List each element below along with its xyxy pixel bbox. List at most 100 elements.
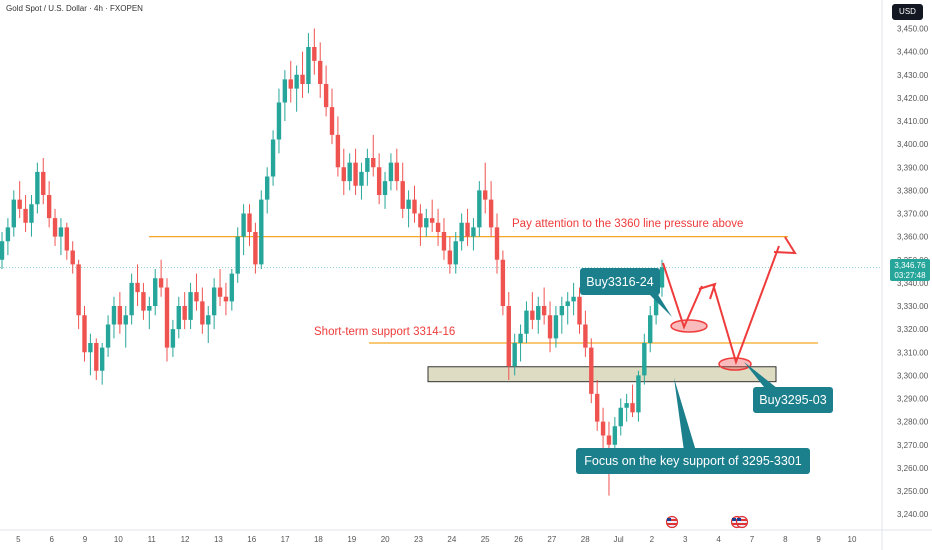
candle[interactable] xyxy=(341,148,346,195)
candle[interactable] xyxy=(247,204,252,246)
candle[interactable] xyxy=(70,241,75,274)
candle[interactable] xyxy=(376,153,382,205)
candle[interactable] xyxy=(429,199,435,232)
candle[interactable] xyxy=(241,204,246,256)
candle[interactable] xyxy=(465,208,470,246)
candle[interactable] xyxy=(518,324,523,362)
candle[interactable] xyxy=(164,278,170,362)
candle[interactable] xyxy=(306,33,311,94)
candle[interactable] xyxy=(99,343,105,385)
candle[interactable] xyxy=(541,287,547,325)
candle[interactable] xyxy=(624,393,629,422)
candle[interactable] xyxy=(253,222,258,274)
candle[interactable] xyxy=(630,384,635,417)
candle[interactable] xyxy=(52,208,58,246)
candle[interactable] xyxy=(88,333,93,376)
candle[interactable] xyxy=(35,162,40,214)
candle[interactable] xyxy=(147,296,152,330)
candle[interactable] xyxy=(323,65,329,117)
candle[interactable] xyxy=(382,171,388,209)
candle[interactable] xyxy=(424,208,429,237)
candle[interactable] xyxy=(76,259,81,330)
us-flag-icon[interactable] xyxy=(665,515,679,529)
callout-focus[interactable]: Focus on the key support of 3295-3301 xyxy=(576,448,810,474)
candle[interactable] xyxy=(0,232,5,269)
candle[interactable] xyxy=(418,204,423,246)
candle[interactable] xyxy=(206,306,211,343)
candle[interactable] xyxy=(229,269,235,311)
candle[interactable] xyxy=(536,296,541,334)
candle[interactable] xyxy=(477,181,482,237)
candle[interactable] xyxy=(412,185,417,223)
candle[interactable] xyxy=(553,306,559,348)
candle[interactable] xyxy=(594,380,600,431)
candle[interactable] xyxy=(441,218,447,260)
candle[interactable] xyxy=(659,259,665,297)
candle[interactable] xyxy=(288,60,293,103)
candle[interactable] xyxy=(5,218,11,256)
candle[interactable] xyxy=(530,292,535,330)
candle[interactable] xyxy=(636,370,641,422)
candle[interactable] xyxy=(471,218,476,251)
candle[interactable] xyxy=(11,190,16,237)
candle[interactable] xyxy=(524,301,529,343)
candle[interactable] xyxy=(264,167,270,214)
candle[interactable] xyxy=(117,292,123,334)
time-axis[interactable]: 5 6 9 10 11 12 13 16 17 18 19 20 23 24 25 26 27 28 Jul 2 3 4 7… xyxy=(16,535,857,544)
candle[interactable] xyxy=(600,407,606,454)
candle[interactable] xyxy=(129,273,134,325)
candle[interactable] xyxy=(483,162,488,214)
candle[interactable] xyxy=(23,195,28,232)
candle[interactable] xyxy=(371,134,376,177)
candle[interactable] xyxy=(506,292,511,380)
candle[interactable] xyxy=(618,398,623,436)
callout-buy3295[interactable]: Buy3295-03 xyxy=(753,387,833,413)
candle[interactable] xyxy=(188,282,193,330)
candle[interactable] xyxy=(447,236,453,274)
candle[interactable] xyxy=(29,195,34,237)
candle[interactable] xyxy=(194,273,199,311)
candle[interactable] xyxy=(176,296,181,339)
candle[interactable] xyxy=(17,181,22,219)
candle[interactable] xyxy=(500,250,506,316)
candle[interactable] xyxy=(111,296,117,339)
candle[interactable] xyxy=(547,301,553,353)
candle[interactable] xyxy=(182,292,187,330)
candle[interactable] xyxy=(41,158,46,205)
candle[interactable] xyxy=(58,218,64,256)
candle[interactable] xyxy=(583,310,588,357)
candle[interactable] xyxy=(453,232,458,274)
callout-buy3316[interactable]: Buy3316-24 xyxy=(580,268,660,295)
candle[interactable] xyxy=(153,269,158,316)
candle[interactable] xyxy=(612,417,618,454)
candle[interactable] xyxy=(571,282,576,316)
candle[interactable] xyxy=(642,333,647,385)
candle[interactable] xyxy=(488,181,494,237)
candle[interactable] xyxy=(82,306,87,362)
candle[interactable] xyxy=(400,162,405,219)
candle[interactable] xyxy=(589,338,594,404)
candle[interactable] xyxy=(318,42,323,98)
candle[interactable] xyxy=(353,148,358,195)
candle[interactable] xyxy=(211,278,217,330)
candle[interactable] xyxy=(135,264,140,306)
us-flag-icon[interactable] xyxy=(730,515,749,529)
candle[interactable] xyxy=(276,88,282,154)
candle[interactable] xyxy=(388,153,394,191)
candle[interactable] xyxy=(123,306,128,348)
candle[interactable] xyxy=(94,338,99,380)
candle[interactable] xyxy=(235,227,240,283)
candle[interactable] xyxy=(512,333,517,376)
candle[interactable] xyxy=(565,292,570,325)
candle[interactable] xyxy=(158,259,164,297)
candle[interactable] xyxy=(200,287,205,334)
candle[interactable] xyxy=(494,213,500,274)
candle[interactable] xyxy=(223,282,229,316)
candle[interactable] xyxy=(294,65,299,112)
candle[interactable] xyxy=(406,190,411,228)
candle[interactable] xyxy=(141,282,146,320)
candle[interactable] xyxy=(559,296,565,334)
candle[interactable] xyxy=(312,28,317,75)
candle[interactable] xyxy=(105,315,111,357)
